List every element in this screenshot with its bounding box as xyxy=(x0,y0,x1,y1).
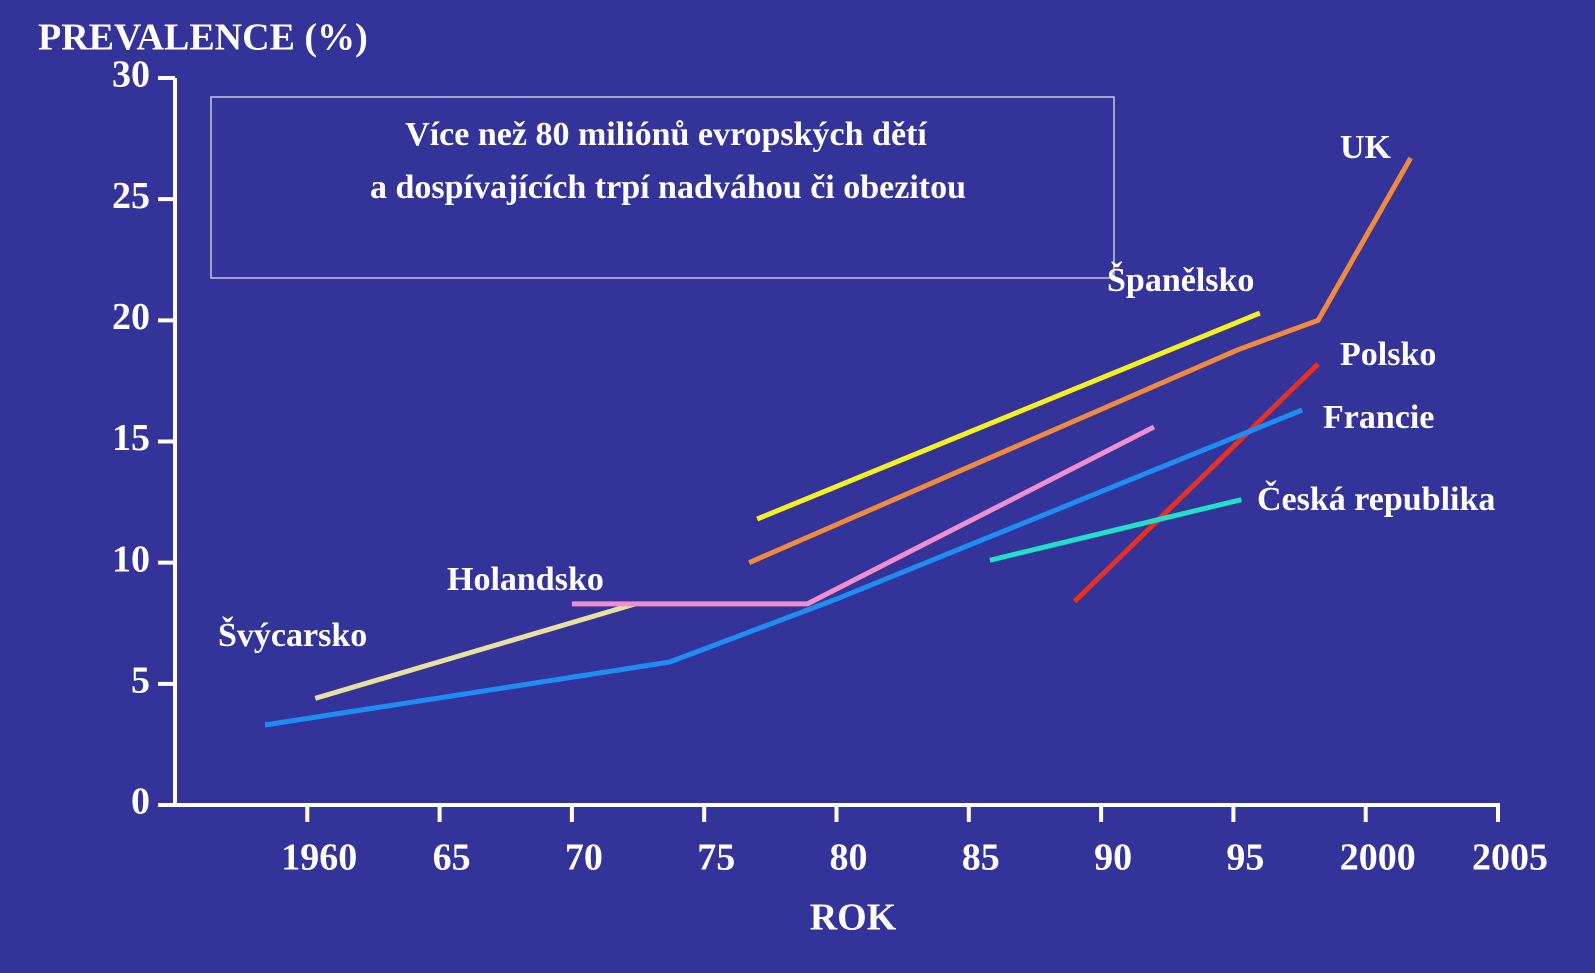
y-tick-label: 0 xyxy=(131,781,150,823)
series-line xyxy=(748,156,1413,565)
x-tick-label: 2005 xyxy=(1472,837,1548,879)
series-line xyxy=(989,497,1242,563)
x-tick-label: 85 xyxy=(962,837,1000,879)
series-label: Česká republika xyxy=(1257,480,1495,518)
x-tick-label: 75 xyxy=(697,837,735,879)
series-label: Švýcarsko xyxy=(218,616,367,654)
y-tick-label: 10 xyxy=(112,538,150,580)
x-tick-label: 65 xyxy=(433,837,471,879)
annotation-line: Více než 80 miliónů evropských dětí xyxy=(405,116,927,153)
series-label: Francie xyxy=(1323,399,1434,436)
chart-title: PREVALENCE (%) xyxy=(38,17,368,59)
series-line xyxy=(314,601,637,701)
x-tick-label: 80 xyxy=(830,837,868,879)
series-label: Španělsko xyxy=(1107,261,1254,299)
annotation-box xyxy=(210,96,1115,279)
series-line xyxy=(1072,362,1320,604)
y-tick-label: 20 xyxy=(112,296,150,338)
y-tick-label: 15 xyxy=(112,417,150,459)
series-label: Polsko xyxy=(1340,336,1436,373)
series-label: Holandsko xyxy=(447,561,604,598)
series-label: UK xyxy=(1340,129,1392,166)
x-tick-label: 95 xyxy=(1226,837,1264,879)
annotation-line: a dospívajících trpí nadváhou či obezito… xyxy=(370,169,966,206)
x-axis-label: ROK xyxy=(810,897,897,939)
x-tick-label: 1960 xyxy=(281,837,357,879)
series-line xyxy=(571,424,1156,607)
x-tick-label: 90 xyxy=(1094,837,1132,879)
series-line xyxy=(264,407,1304,728)
y-tick-label: 30 xyxy=(112,54,150,96)
y-tick-label: 5 xyxy=(131,660,150,702)
y-tick-label: 25 xyxy=(112,175,150,217)
x-tick-label: 2000 xyxy=(1340,837,1416,879)
series-line xyxy=(756,310,1261,522)
x-tick-label: 70 xyxy=(565,837,603,879)
